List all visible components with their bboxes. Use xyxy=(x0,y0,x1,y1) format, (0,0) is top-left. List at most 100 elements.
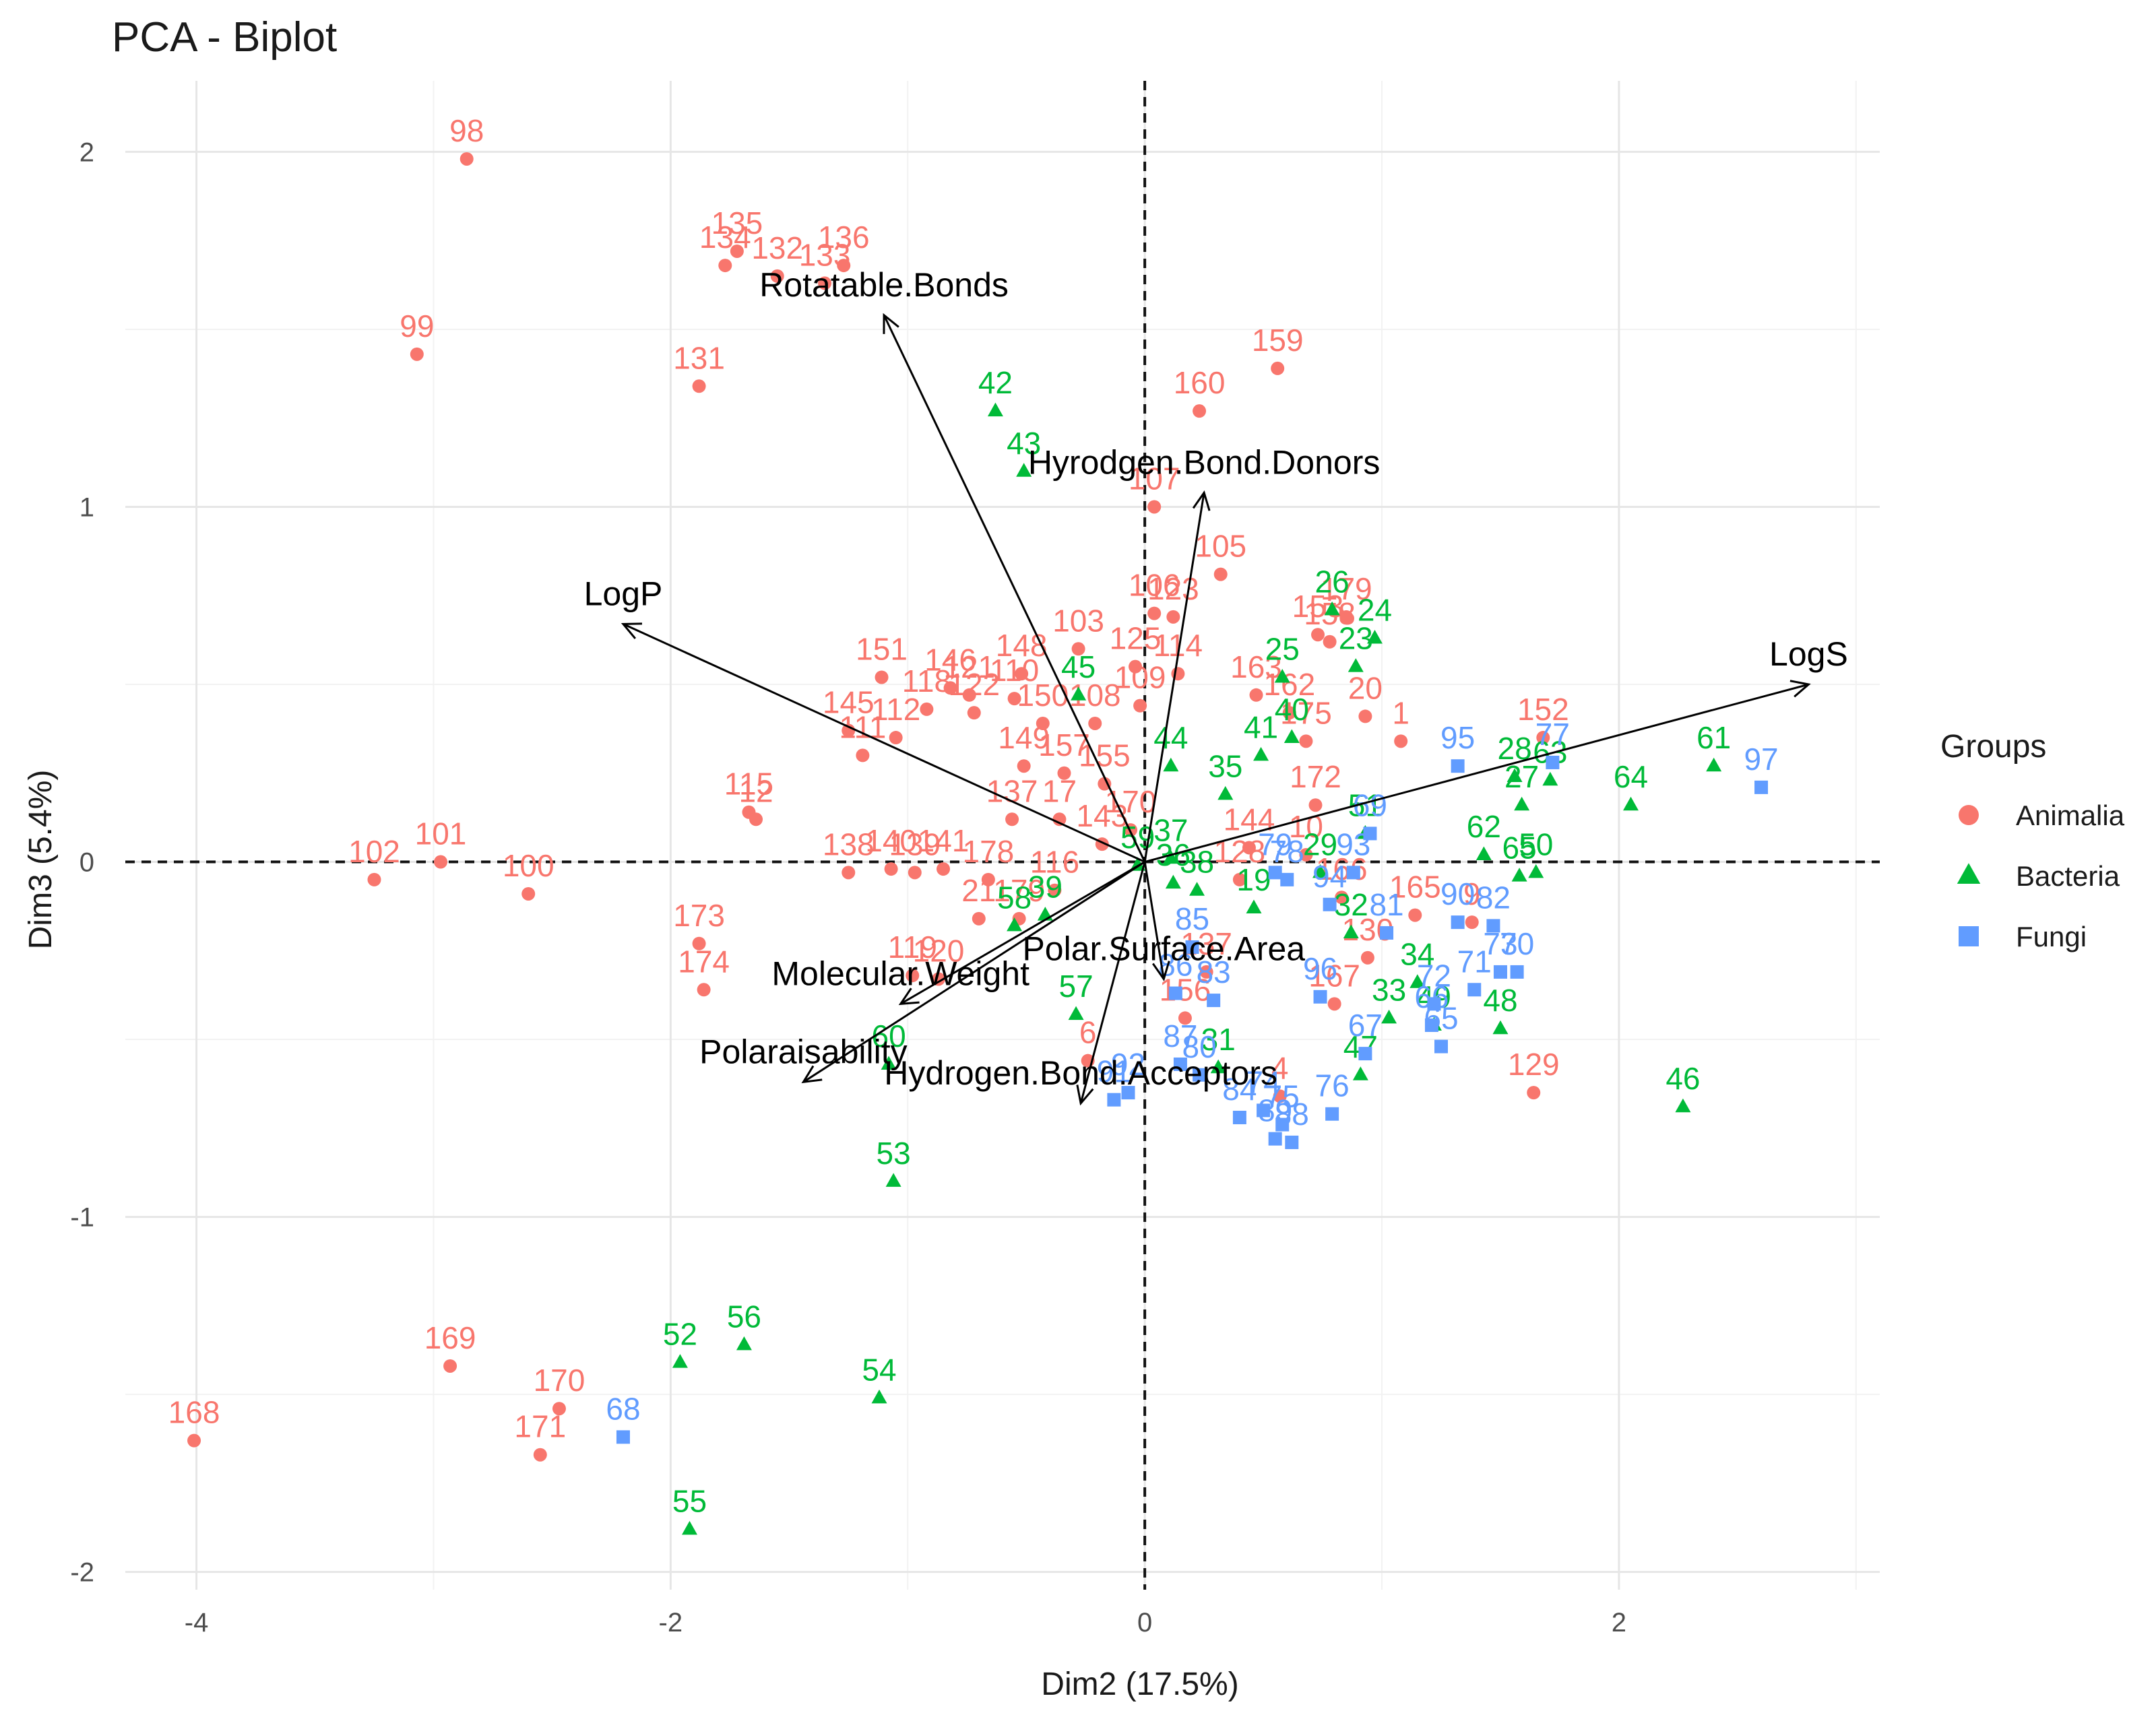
point-label: 12 xyxy=(738,773,773,808)
point-marker xyxy=(1037,907,1053,921)
legend: Groups Animalia Bacteria Fungi xyxy=(1940,729,2125,952)
variable-label: LogP xyxy=(584,575,663,612)
point-marker xyxy=(1210,1059,1226,1074)
point-label: 34 xyxy=(1400,937,1434,972)
point-marker xyxy=(1339,610,1354,624)
point-label: 168 xyxy=(168,1395,220,1430)
point-marker xyxy=(1467,983,1482,997)
point-label: 9 xyxy=(1463,876,1481,911)
point-label: 100 xyxy=(503,848,554,883)
variable-arrow: LogP xyxy=(584,575,1145,863)
point-label: 23 xyxy=(1339,621,1373,656)
point-marker xyxy=(692,936,706,950)
point-label: 42 xyxy=(978,365,1013,400)
point-label: 52 xyxy=(663,1317,697,1352)
point-marker xyxy=(552,1402,566,1416)
point-label: 90 xyxy=(1440,876,1475,911)
point-label: 80 xyxy=(1182,1029,1216,1064)
point-marker xyxy=(1121,1086,1135,1100)
point-label: 101 xyxy=(415,816,467,851)
point-label: 92 xyxy=(1111,1047,1145,1082)
point-label: 152 xyxy=(1517,692,1569,727)
point-label: 141 xyxy=(918,823,970,858)
point-marker xyxy=(1068,1006,1084,1021)
point-label: 156 xyxy=(1160,972,1211,1007)
point-marker xyxy=(1007,692,1021,706)
variable-label: LogS xyxy=(1769,635,1848,673)
legend-label: Fungi xyxy=(2016,921,2087,952)
point-label: 170 xyxy=(1105,784,1157,819)
point-marker xyxy=(1424,1018,1438,1032)
point-marker xyxy=(1163,849,1179,864)
point-label: 146 xyxy=(924,642,976,677)
point-label: 139 xyxy=(889,827,941,862)
point-marker xyxy=(1360,950,1374,965)
point-label: 48 xyxy=(1483,983,1517,1018)
point-marker xyxy=(931,972,945,986)
point-marker xyxy=(1327,997,1341,1011)
variable-arrow: Hyrodgen.Bond.Donors xyxy=(1028,443,1380,862)
point-label: 175 xyxy=(1280,695,1332,730)
x-tick-label: -4 xyxy=(185,1608,209,1638)
arrow-shaft xyxy=(899,861,1145,1005)
point-marker xyxy=(818,276,832,290)
point-marker xyxy=(908,866,922,880)
point-label: 125 xyxy=(1110,621,1162,656)
arrow-head xyxy=(621,622,642,639)
point-label: 93 xyxy=(1336,827,1370,862)
point-marker xyxy=(1394,734,1408,748)
variable-arrow: Polaraisability xyxy=(699,861,1145,1084)
variable-label: Molecular.Weight xyxy=(771,954,1029,992)
point-label: 66 xyxy=(1414,979,1449,1014)
point-label: 137 xyxy=(986,773,1038,808)
point-label: 140 xyxy=(865,823,917,858)
point-label: 72 xyxy=(1417,958,1451,993)
point-label: 145 xyxy=(823,685,875,720)
point-label: 119 xyxy=(888,930,937,965)
point-marker xyxy=(1476,846,1492,860)
point-label: 21 xyxy=(961,873,996,908)
point-label: 155 xyxy=(1079,738,1131,773)
point-label: 67 xyxy=(1348,1008,1383,1043)
point-label: 43 xyxy=(1007,426,1041,461)
arrow-head xyxy=(883,313,899,334)
point-label: 31 xyxy=(1201,1022,1236,1057)
point-label: 116 xyxy=(1030,845,1079,880)
point-label: 95 xyxy=(1440,720,1475,755)
y-tick-label: 0 xyxy=(80,848,94,878)
point-label: 110 xyxy=(990,653,1039,688)
point-label: 70 xyxy=(1500,926,1534,961)
point-label: 85 xyxy=(1175,901,1209,936)
point-marker xyxy=(881,1056,897,1070)
variable-arrow: LogS xyxy=(1144,635,1848,863)
point-label: 94 xyxy=(1312,859,1347,894)
point-marker xyxy=(1527,1086,1541,1100)
point-label: 26 xyxy=(1315,564,1350,599)
point-marker xyxy=(1409,974,1426,988)
point-label: 57 xyxy=(1059,969,1093,1004)
point-label: 167 xyxy=(1308,958,1360,993)
point-label: 115 xyxy=(724,767,773,802)
point-marker xyxy=(1275,1117,1290,1132)
point-marker xyxy=(1232,1111,1246,1125)
point-marker xyxy=(1313,990,1327,1004)
point-label: 65 xyxy=(1424,1001,1458,1036)
point-label: 120 xyxy=(913,933,965,968)
point-marker xyxy=(736,1336,752,1351)
point-label: 172 xyxy=(1290,759,1341,794)
point-marker xyxy=(967,706,981,720)
point-marker xyxy=(972,911,986,926)
point-marker xyxy=(842,723,856,738)
point-label: 134 xyxy=(699,220,751,255)
point-label: 106 xyxy=(1129,568,1180,603)
point-label: 170 xyxy=(534,1363,585,1398)
point-marker xyxy=(1427,997,1441,1011)
point-label: 60 xyxy=(872,1018,906,1054)
chart-title: PCA - Biplot xyxy=(112,14,337,61)
point-label: 163 xyxy=(1230,649,1282,684)
point-label: 24 xyxy=(1358,592,1392,627)
